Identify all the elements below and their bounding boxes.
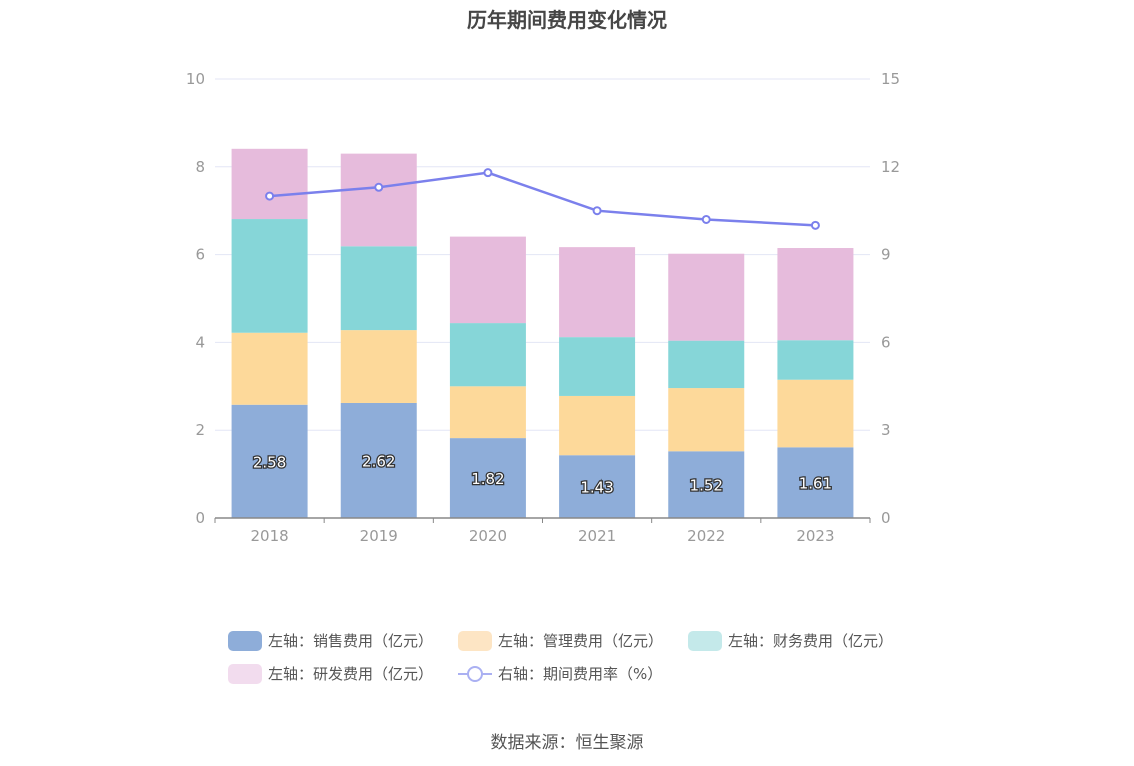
bar-segment: [668, 340, 745, 389]
bar-segment: [449, 236, 526, 324]
bar-segment: [231, 332, 308, 405]
legend-item[interactable]: 左轴：研发费用（亿元）: [228, 663, 433, 684]
legend-swatch: [228, 630, 262, 651]
legend-label: 右轴：期间费用率（%）: [498, 665, 663, 683]
legend-swatch: [458, 664, 492, 684]
bar-data-label: 1.52: [690, 477, 723, 495]
right-axis-tick-label: 15: [881, 70, 900, 88]
bar-segment: [340, 246, 417, 331]
bar-segment: [340, 402, 417, 518]
bar-segment: [668, 451, 745, 518]
chart-title: 历年期间费用变化情况: [467, 8, 667, 32]
bar-segment: [449, 323, 526, 387]
legend-label: 左轴：销售费用（亿元）: [268, 632, 434, 650]
bar-segment: [231, 404, 308, 518]
expense-rate-point: [810, 220, 820, 230]
expense-rate-point: [374, 182, 384, 192]
right-axis-tick-label: 0: [881, 509, 891, 527]
bar-segment: [559, 247, 636, 338]
x-axis-tick-label: 2018: [250, 527, 288, 545]
bar-segment: [340, 153, 417, 247]
right-axis-tick-label: 9: [881, 246, 891, 264]
left-axis-tick-label: 4: [195, 333, 205, 351]
left-axis-tick-label: 2: [195, 421, 205, 439]
legend-item[interactable]: 左轴：财务费用（亿元）: [688, 630, 893, 651]
bar-segment: [231, 219, 308, 333]
bar-segment: [668, 253, 745, 341]
legend-label: 左轴：财务费用（亿元）: [728, 632, 894, 650]
expense-rate-line: [269, 171, 816, 227]
expense-rate-point: [701, 214, 711, 224]
bar-segment: [449, 438, 526, 518]
left-axis-tick-label: 8: [195, 158, 205, 176]
expense-rate-point: [592, 206, 602, 216]
bar-segment: [777, 340, 854, 380]
x-axis-tick-label: 2019: [360, 527, 398, 545]
x-axis-tick-label: 2021: [578, 527, 616, 545]
right-axis-tick-label: 12: [881, 158, 900, 176]
expense-rate-point: [483, 168, 493, 178]
x-axis-tick-label: 2022: [687, 527, 725, 545]
left-axis-tick-label: 10: [186, 70, 205, 88]
bar-segment: [668, 388, 745, 452]
left-axis-tick-label: 6: [195, 246, 205, 264]
legend-item[interactable]: 右轴：期间费用率（%）: [458, 663, 662, 684]
bar-segment: [777, 447, 854, 518]
x-axis-tick-label: 2023: [796, 527, 834, 545]
right-axis-tick-label: 3: [881, 421, 891, 439]
data-source-note: 数据来源：恒生聚源: [490, 733, 644, 753]
bar-segment: [340, 330, 417, 403]
legend-swatch: [228, 663, 262, 684]
legend-swatch: [458, 630, 492, 651]
legend-swatch: [688, 630, 722, 651]
expense-rate-point: [265, 191, 275, 201]
bar-segment: [231, 148, 308, 220]
bar-data-label: 1.82: [471, 470, 504, 488]
legend-item[interactable]: 左轴：管理费用（亿元）: [458, 630, 663, 651]
left-axis-tick-label: 0: [195, 509, 205, 527]
bar-data-label: 2.62: [362, 452, 395, 470]
bar-segment: [559, 337, 636, 396]
bar-segment: [449, 386, 526, 439]
legend-item[interactable]: 左轴：销售费用（亿元）: [228, 630, 433, 651]
bar-segment: [559, 395, 636, 456]
bar-segment: [777, 248, 854, 341]
right-axis-tick-label: 6: [881, 333, 891, 351]
legend-label: 左轴：管理费用（亿元）: [498, 632, 664, 650]
bar-segment: [559, 455, 636, 518]
bar-data-label: 2.58: [253, 453, 286, 471]
bar-segment: [777, 379, 854, 448]
bar-data-label: 1.43: [580, 479, 613, 497]
bar-data-label: 1.61: [799, 475, 832, 493]
legend-label: 左轴：研发费用（亿元）: [268, 665, 434, 683]
x-axis-tick-label: 2020: [469, 527, 507, 545]
